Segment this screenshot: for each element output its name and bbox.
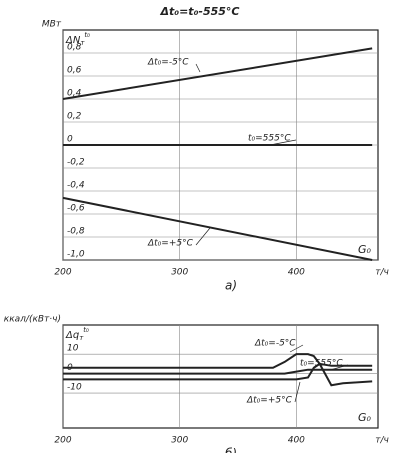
x-label: G₀ xyxy=(358,243,372,256)
leader xyxy=(195,227,211,246)
y-label-sup: t₀ xyxy=(83,326,89,334)
y-label-sup: t₀ xyxy=(84,31,90,39)
leader xyxy=(269,139,297,146)
y-label-main: Δq xyxy=(65,330,79,341)
series-label: Δt₀=+5°C xyxy=(246,396,293,406)
y-tick-label: -1,0 xyxy=(67,250,85,260)
y-unit: ккал/(кВт·ч) xyxy=(4,315,61,325)
y-tick-label: -0,6 xyxy=(67,204,85,214)
series-line xyxy=(63,368,373,375)
series-line xyxy=(63,362,373,387)
series-line xyxy=(62,196,373,261)
y-tick-label: 0 xyxy=(67,135,73,145)
x-tick-label: 200 xyxy=(54,268,71,278)
y-tick-label: -0,4 xyxy=(67,181,85,191)
y-tick-label: 0,2 xyxy=(67,112,82,122)
series-label: Δt₀=-5°C xyxy=(147,58,189,68)
y-tick-label: -0,2 xyxy=(67,158,85,168)
x-tick-label: 300 xyxy=(171,436,188,446)
y-tick-label: -0,8 xyxy=(67,227,85,237)
y-tick-label: 10 xyxy=(67,344,79,354)
leader xyxy=(289,344,304,353)
y-label-sub: т xyxy=(79,334,84,342)
y-tick-label: 0,4 xyxy=(67,89,82,99)
chart-title: Δt₀=t₀-555°C xyxy=(160,5,240,18)
series-line xyxy=(63,353,373,369)
x-unit: т/ч xyxy=(375,268,389,278)
x-tick-label: 400 xyxy=(288,268,305,278)
y-label: ΔNтt₀ xyxy=(65,31,90,47)
x-tick-label: 200 xyxy=(54,436,71,446)
y-tick-label: 0,8 xyxy=(67,43,82,53)
x-tick-label: 400 xyxy=(288,436,305,446)
series-label: Δt₀=+5°C xyxy=(147,239,194,249)
leader xyxy=(329,364,349,371)
y-tick-label: -10 xyxy=(67,383,82,393)
y-label-main: ΔN xyxy=(65,35,81,46)
y-label-sub: т xyxy=(80,39,85,47)
plot-frame xyxy=(62,324,379,429)
y-unit: МВт xyxy=(42,20,62,30)
series-label: t₀=555°C xyxy=(300,359,343,369)
x-tick-label: 300 xyxy=(171,268,188,278)
panel-label: б) xyxy=(225,447,237,453)
x-label: G₀ xyxy=(358,411,372,424)
panel-label: а) xyxy=(225,279,237,293)
leader xyxy=(195,63,201,73)
series-label: Δt₀=-5°C xyxy=(254,339,296,349)
y-tick-label: 0,6 xyxy=(67,66,82,76)
series-line xyxy=(62,47,373,100)
y-label: Δqтt₀ xyxy=(65,326,89,342)
series-label: t₀=555°C xyxy=(248,134,291,144)
x-unit: т/ч xyxy=(375,436,389,446)
leader xyxy=(294,381,301,403)
